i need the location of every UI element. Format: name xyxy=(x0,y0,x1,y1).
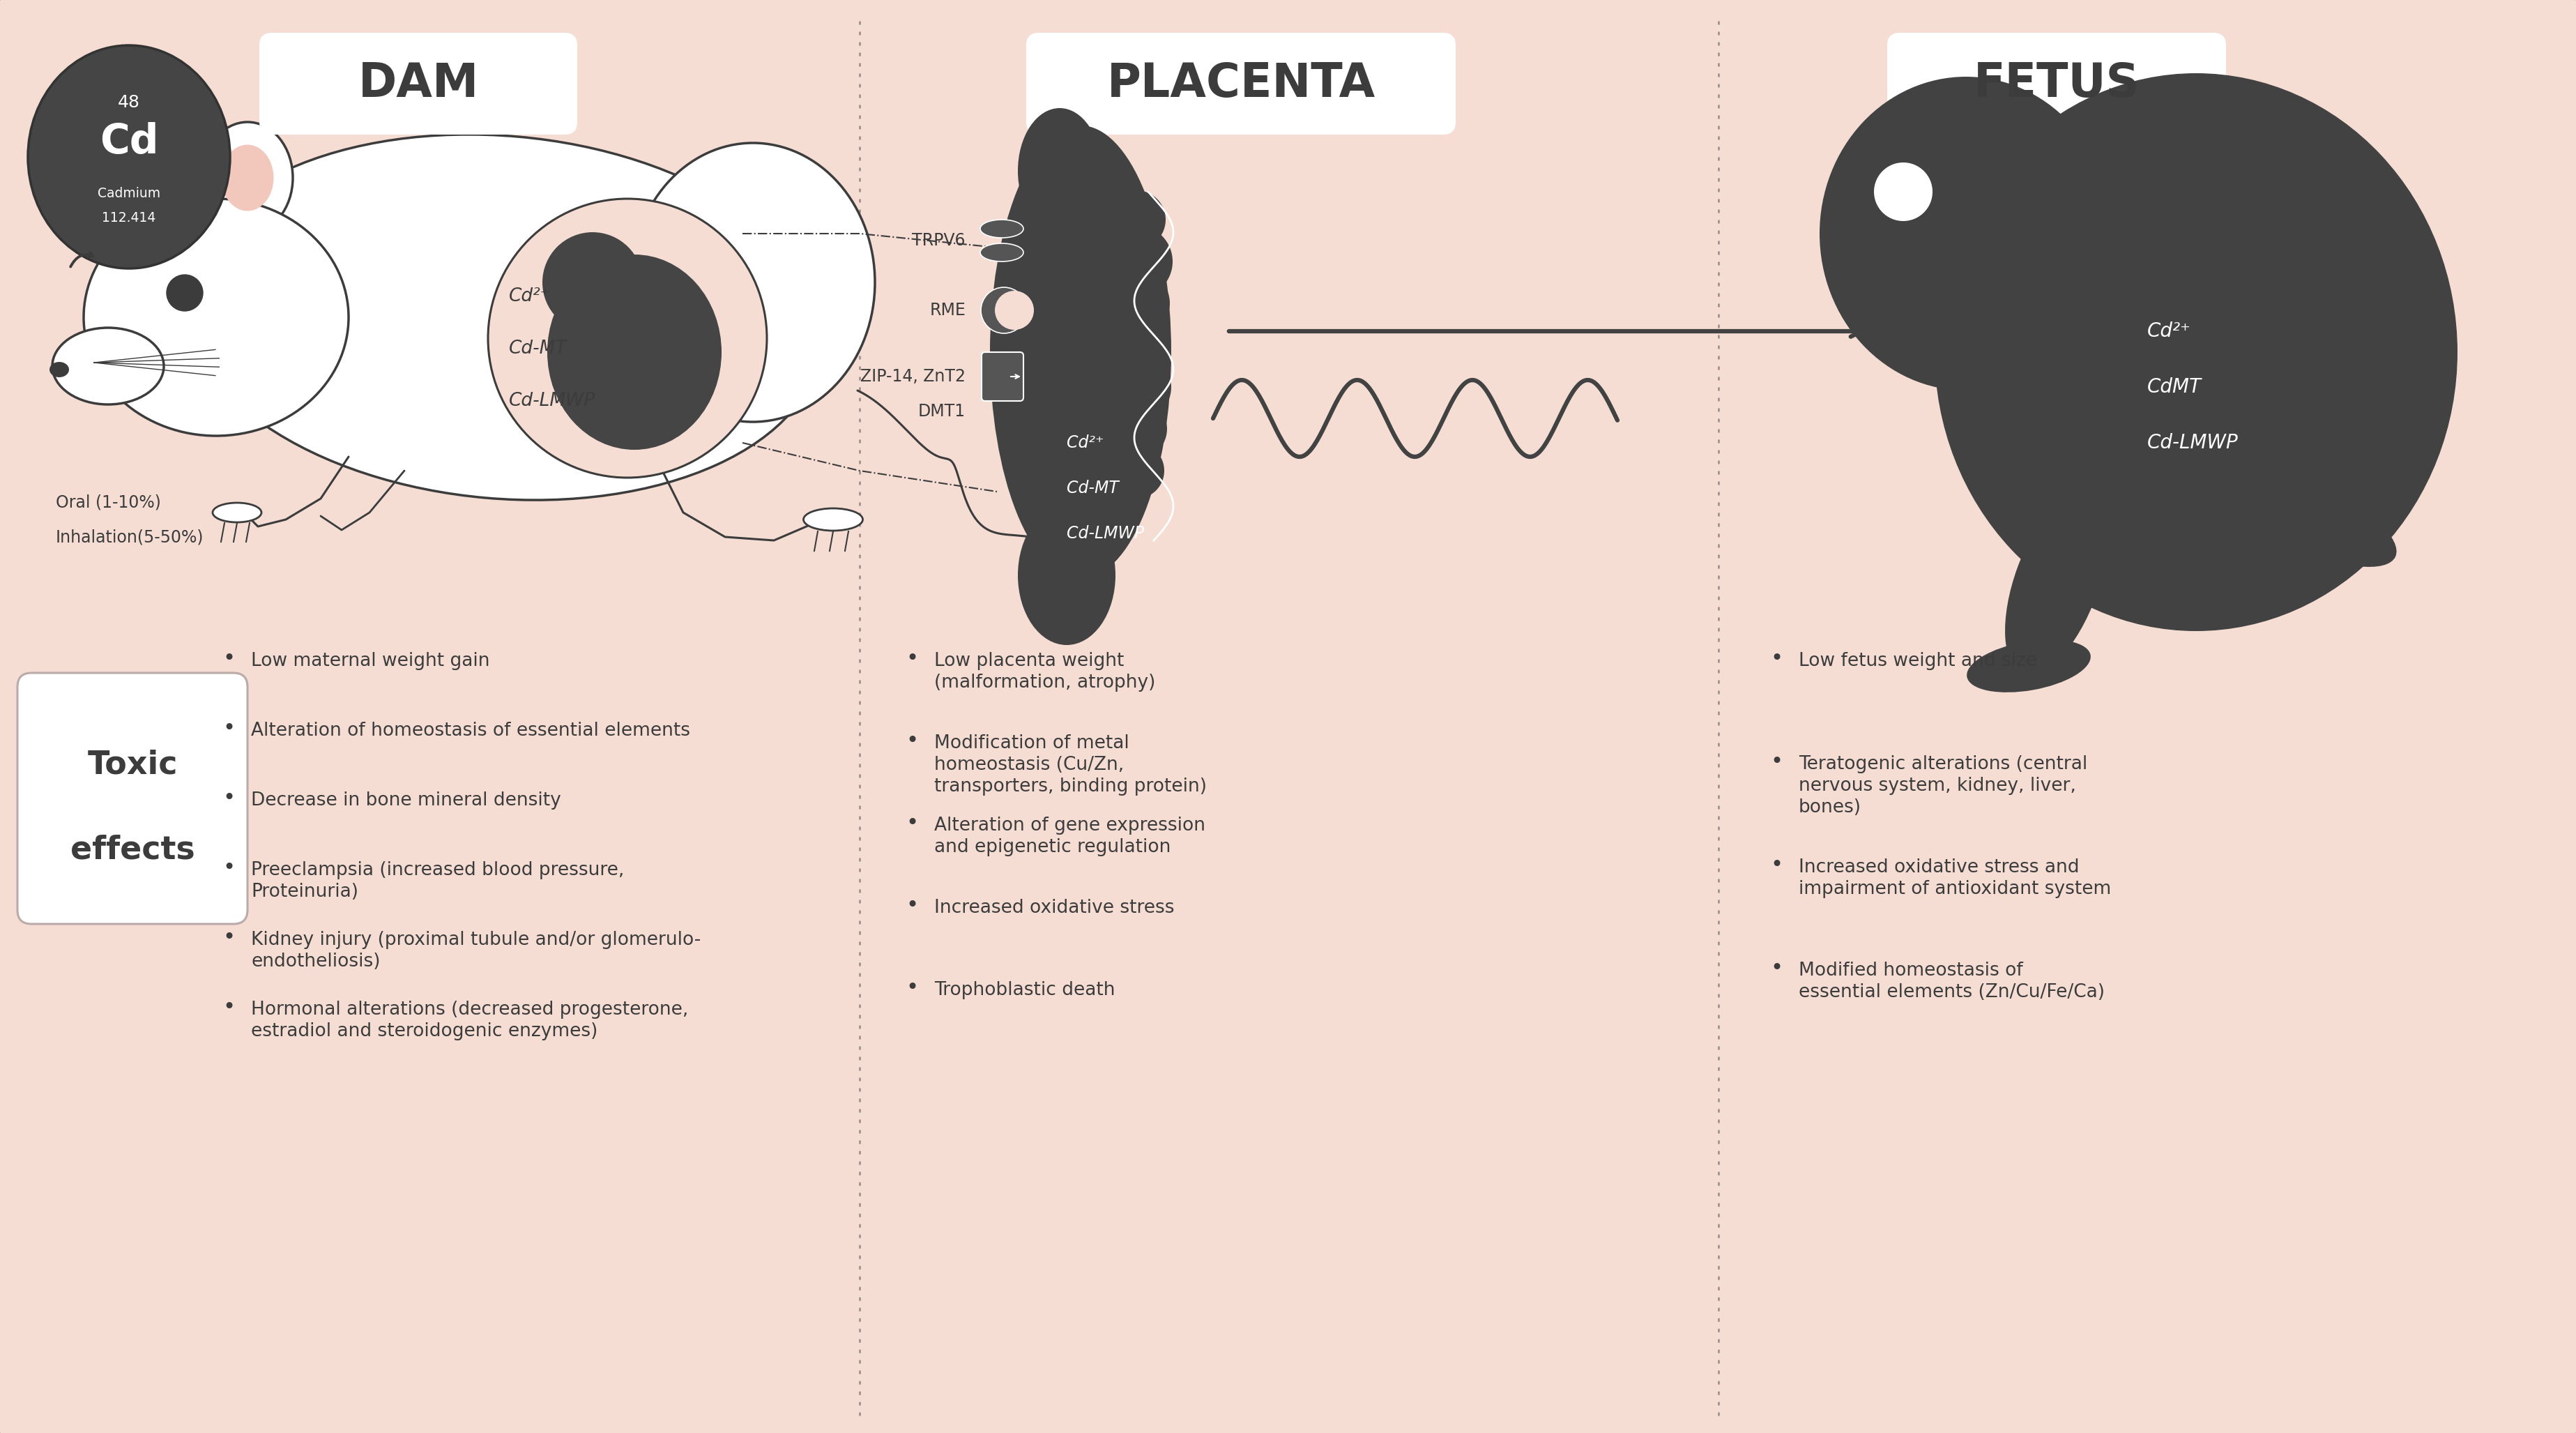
Circle shape xyxy=(1100,225,1172,298)
Text: effects: effects xyxy=(70,834,196,866)
Ellipse shape xyxy=(49,363,70,377)
Text: •: • xyxy=(222,927,234,947)
Text: •: • xyxy=(907,813,917,834)
Text: Cd²⁺: Cd²⁺ xyxy=(510,287,551,305)
Text: Toxic: Toxic xyxy=(88,749,178,781)
Text: Cd-LMWP: Cd-LMWP xyxy=(510,391,595,410)
Circle shape xyxy=(1103,353,1172,421)
Circle shape xyxy=(1108,191,1167,249)
Text: Preeclampsia (increased blood pressure,
Proteinuria): Preeclampsia (increased blood pressure, … xyxy=(250,861,623,901)
FancyBboxPatch shape xyxy=(981,353,1023,401)
Text: Increased oxidative stress and
impairment of antioxidant system: Increased oxidative stress and impairmen… xyxy=(1798,858,2112,898)
Text: Cd: Cd xyxy=(100,122,160,162)
Circle shape xyxy=(994,291,1033,330)
Text: Cd-MT: Cd-MT xyxy=(510,340,567,358)
Ellipse shape xyxy=(1968,639,2092,692)
Text: Low fetus weight and size: Low fetus weight and size xyxy=(1798,652,2038,671)
Ellipse shape xyxy=(201,122,294,234)
Text: Inhalation(5-50%): Inhalation(5-50%) xyxy=(57,529,204,546)
Circle shape xyxy=(544,232,644,332)
Text: •: • xyxy=(222,788,234,808)
Text: Cd-MT: Cd-MT xyxy=(1066,480,1118,496)
Text: •: • xyxy=(222,858,234,878)
Text: 112.414: 112.414 xyxy=(103,212,157,225)
Text: TRPV6: TRPV6 xyxy=(912,232,966,249)
Ellipse shape xyxy=(1018,506,1115,645)
Circle shape xyxy=(1103,269,1170,337)
Text: DAM: DAM xyxy=(358,60,479,106)
Circle shape xyxy=(487,199,768,477)
Circle shape xyxy=(1105,398,1167,460)
Text: Decrease in bone mineral density: Decrease in bone mineral density xyxy=(250,791,562,810)
Text: Trophoblastic death: Trophoblastic death xyxy=(935,982,1115,999)
Text: •: • xyxy=(1770,649,1783,669)
Ellipse shape xyxy=(804,509,863,530)
Text: ZIP-14, ZnT2: ZIP-14, ZnT2 xyxy=(860,368,966,385)
Text: Teratogenic alterations (central
nervous system, kidney, liver,
bones): Teratogenic alterations (central nervous… xyxy=(1798,755,2087,817)
Text: DMT1: DMT1 xyxy=(917,403,966,420)
Ellipse shape xyxy=(636,370,675,431)
Text: Hormonal alterations (decreased progesterone,
estradiol and steroidogenic enzyme: Hormonal alterations (decreased progeste… xyxy=(250,1000,688,1040)
Text: Modification of metal
homeostasis (Cu/Zn,
transporters, binding protein): Modification of metal homeostasis (Cu/Zn… xyxy=(935,734,1206,795)
Ellipse shape xyxy=(2004,490,2107,675)
FancyBboxPatch shape xyxy=(260,33,577,135)
Text: PLACENTA: PLACENTA xyxy=(1108,60,1376,106)
Text: Cd-LMWP: Cd-LMWP xyxy=(1066,524,1144,542)
Ellipse shape xyxy=(222,145,273,211)
Text: 48: 48 xyxy=(118,95,139,110)
Ellipse shape xyxy=(52,328,165,404)
Ellipse shape xyxy=(989,126,1172,579)
Text: Low placenta weight
(malformation, atrophy): Low placenta weight (malformation, atrop… xyxy=(935,652,1157,692)
Text: CdMT: CdMT xyxy=(2148,377,2202,397)
FancyBboxPatch shape xyxy=(1025,33,1455,135)
Text: •: • xyxy=(907,731,917,751)
Circle shape xyxy=(1105,314,1167,377)
Text: Modified homeostasis of
essential elements (Zn/Cu/Fe/Ca): Modified homeostasis of essential elemen… xyxy=(1798,962,2105,1002)
Text: Cadmium: Cadmium xyxy=(98,186,160,199)
Text: •: • xyxy=(907,977,917,997)
Text: Cd²⁺: Cd²⁺ xyxy=(2148,321,2192,341)
Text: Cd²⁺: Cd²⁺ xyxy=(1066,434,1105,451)
Text: RME: RME xyxy=(930,302,966,318)
Ellipse shape xyxy=(1819,77,2112,391)
Ellipse shape xyxy=(183,135,822,500)
Text: Alteration of gene expression
and epigenetic regulation: Alteration of gene expression and epigen… xyxy=(935,817,1206,857)
Text: FETUS: FETUS xyxy=(1973,60,2141,106)
Ellipse shape xyxy=(1018,107,1103,234)
Text: Kidney injury (proximal tubule and/or glomerulo-
endotheliosis): Kidney injury (proximal tubule and/or gl… xyxy=(250,931,701,970)
Ellipse shape xyxy=(28,46,229,268)
Text: •: • xyxy=(1770,752,1783,772)
Text: Low maternal weight gain: Low maternal weight gain xyxy=(250,652,489,671)
Circle shape xyxy=(1108,443,1164,499)
Ellipse shape xyxy=(981,219,1023,238)
Ellipse shape xyxy=(654,308,714,341)
FancyBboxPatch shape xyxy=(1888,33,2226,135)
Text: •: • xyxy=(1770,856,1783,876)
Text: Cd-LMWP: Cd-LMWP xyxy=(2148,433,2239,453)
Ellipse shape xyxy=(631,143,876,421)
Text: •: • xyxy=(222,649,234,669)
Circle shape xyxy=(981,287,1028,334)
Circle shape xyxy=(1873,162,1932,221)
Ellipse shape xyxy=(214,503,260,522)
Text: •: • xyxy=(1770,959,1783,979)
Text: Oral (1-10%): Oral (1-10%) xyxy=(57,494,160,510)
Text: •: • xyxy=(907,649,917,669)
Ellipse shape xyxy=(1935,73,2458,631)
Circle shape xyxy=(167,275,204,311)
Text: Increased oxidative stress: Increased oxidative stress xyxy=(935,898,1175,917)
Text: •: • xyxy=(907,896,917,916)
Text: •: • xyxy=(222,997,234,1017)
Text: •: • xyxy=(222,718,234,738)
Ellipse shape xyxy=(546,255,721,450)
Text: Alteration of homeostasis of essential elements: Alteration of homeostasis of essential e… xyxy=(250,722,690,739)
FancyBboxPatch shape xyxy=(18,674,247,924)
Ellipse shape xyxy=(981,244,1023,261)
Ellipse shape xyxy=(2205,459,2396,567)
Ellipse shape xyxy=(82,199,348,436)
